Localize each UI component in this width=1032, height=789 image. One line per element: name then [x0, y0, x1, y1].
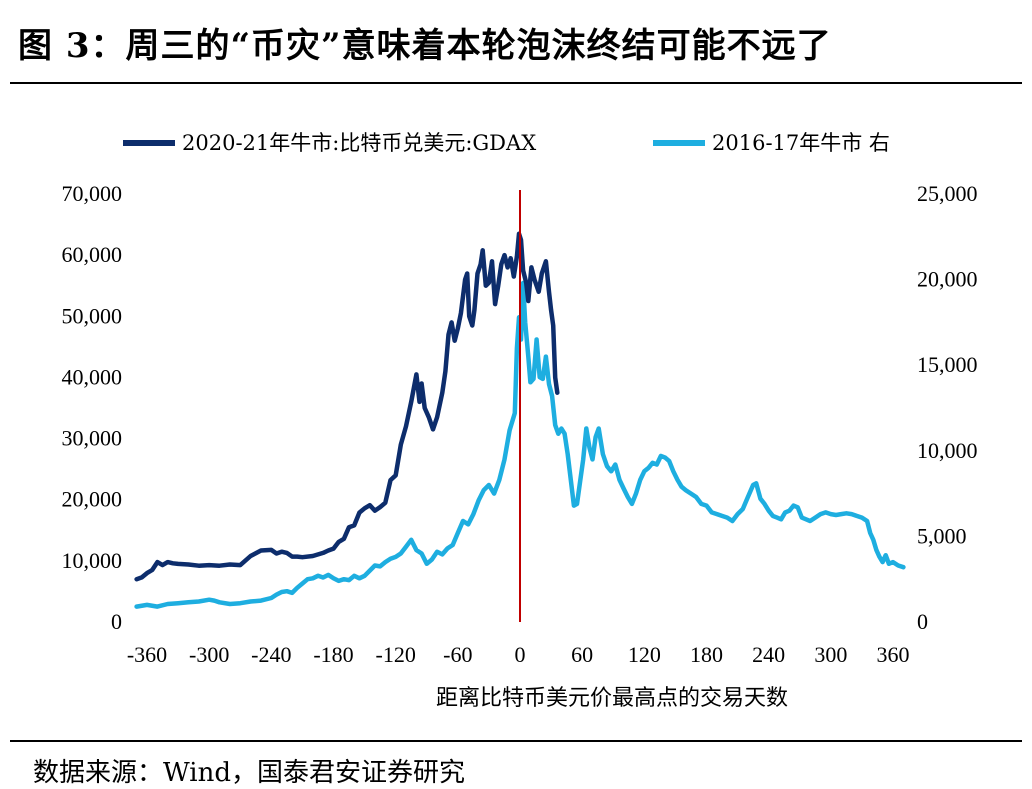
x-tick-label: -60	[443, 642, 472, 667]
y-left-tick-label: 60,000	[62, 242, 123, 267]
y-left-tick-label: 70,000	[62, 181, 123, 206]
y-left-tick-label: 0	[111, 609, 122, 634]
source-note: 数据来源：Wind，国泰君安证券研究	[33, 758, 465, 788]
footer-divider	[10, 740, 1022, 742]
x-tick-label: 120	[628, 642, 661, 667]
legend-label: 2016-17年牛市 右	[712, 131, 890, 155]
legend: 2020-21年牛市:比特币兑美元:GDAX 2016-17年牛市 右	[123, 131, 890, 155]
y-left-tick-label: 10,000	[62, 548, 123, 573]
x-axis-label: 距离比特币美元价最高点的交易天数	[436, 686, 788, 711]
x-tick-label: -120	[376, 642, 416, 667]
x-tick-label: -180	[313, 642, 353, 667]
plot-area	[134, 190, 906, 622]
title-divider	[10, 82, 1022, 84]
y-left-tick-label: 40,000	[62, 364, 123, 389]
x-tick-label: 300	[814, 642, 847, 667]
y-right-tick-label: 5,000	[917, 523, 967, 548]
y-left-tick-label: 50,000	[62, 303, 123, 328]
chart: 2020-21年牛市:比特币兑美元:GDAX 2016-17年牛市 右 0 10,0…	[62, 131, 978, 711]
series-line-2016-17	[134, 280, 906, 609]
axes: 0 10,000 20,000 30,000 40,000 50,000 60,000 70,…	[62, 181, 978, 711]
x-tick-label: 0	[515, 642, 526, 667]
y-right-tick-label: 15,000	[917, 352, 978, 377]
x-tick-label: -360	[127, 642, 167, 667]
x-tick-label: 180	[690, 642, 723, 667]
x-tick-label: 240	[752, 642, 785, 667]
x-tick-label: 60	[571, 642, 593, 667]
x-tick-label: 360	[877, 642, 910, 667]
series-line-2020-21	[134, 231, 560, 582]
y-right-tick-label: 10,000	[917, 438, 978, 463]
y-left-tick-label: 30,000	[62, 426, 123, 451]
y-right-tick-label: 20,000	[917, 267, 978, 292]
y-right-tick-label: 0	[917, 609, 928, 634]
y-left-tick-label: 20,000	[62, 487, 123, 512]
y-right-tick-label: 25,000	[917, 181, 978, 206]
x-tick-label: -240	[251, 642, 291, 667]
legend-label: 2020-21年牛市:比特币兑美元:GDAX	[182, 131, 536, 155]
x-tick-label: -300	[189, 642, 229, 667]
figure-title: 图 3：周三的“币灾”意味着本轮泡沫终结可能不远了	[18, 26, 832, 66]
